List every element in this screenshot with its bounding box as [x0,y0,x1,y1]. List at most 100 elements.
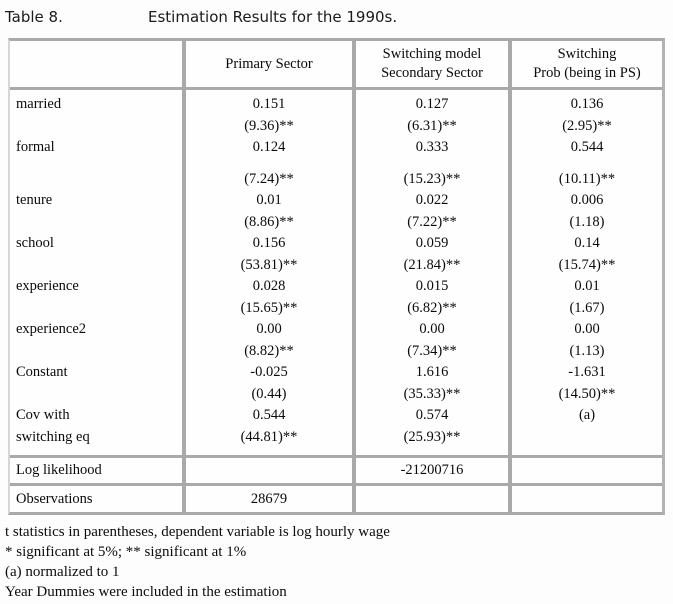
cell-switching-prob: 0.544 [508,137,662,159]
cell-switching-prob: (a) [508,405,662,427]
cell-primary-sector: (9.36)** [182,115,352,137]
cell-switching-prob: (15.74)** [508,254,662,276]
log-likelihood-switching [508,458,662,483]
cell-switching-prob: (14.50)** [508,383,662,405]
log-likelihood-value: -21200716 [352,458,508,483]
footnote-significance: * significant at 5%; ** significant at 1… [5,544,247,560]
header-primary-sector: Primary Sector [182,41,352,87]
row-label: tenure [16,192,53,208]
row-label: married [16,96,62,112]
observations-value: 28679 [182,486,352,512]
cell-primary-sector: (53.81)** [182,254,352,276]
row-label: school [16,235,54,251]
cell-secondary-sector: 0.333 [352,137,508,159]
cell-secondary-sector: 0.059 [352,233,508,255]
cell-secondary-sector: (7.34)** [352,340,508,362]
row-label: formal [16,139,55,155]
table-title: Table 8. Estimation Results for the 1990… [0,0,673,27]
cell-switching-prob: (2.95)** [508,115,662,137]
cell-switching-prob: 0.006 [508,190,662,212]
table-row: Constant -0.025 1.616 -1.631 [10,362,662,384]
cell-secondary-sector: (6.82)** [352,297,508,319]
log-likelihood-primary [182,458,352,483]
cell-secondary-sector: (6.31)** [352,115,508,137]
cell-primary-sector: 0.156 [182,233,352,255]
table-row: formal 0.124 0.333 0.544 [10,137,662,159]
table-row: (7.24)** (15.23)** (10.11)** [10,158,662,191]
observations-switching [508,486,662,512]
cell-primary-sector: (44.81)** [182,426,352,455]
header-empty-cell [10,41,182,87]
row-label [10,255,182,277]
cell-switching-prob: 0.01 [508,276,662,298]
cell-switching-prob: (1.13) [508,340,662,362]
cell-primary-sector: (7.24)** [182,158,352,190]
row-label: Constant [16,364,68,380]
table-row: married 0.151 0.127 0.136 [10,90,662,116]
table-row: (15.65)** (6.82)** (1.67) [10,297,662,320]
cell-primary-sector: (15.65)** [182,297,352,319]
row-label: experience2 [16,321,87,337]
cell-primary-sector: 0.544 [182,405,352,427]
cell-secondary-sector: 0.00 [352,319,508,341]
observations-row: Observations 28679 [10,483,662,512]
footnote-normalized: (a) normalized to 1 [5,564,120,580]
cell-secondary-sector: (25.93)** [352,426,508,455]
row-label [10,341,182,363]
observations-secondary [352,486,508,512]
table-row: experience 0.028 0.015 0.01 [10,276,662,298]
table-body: married 0.151 0.127 0.136 (9.36)** (6.31… [10,90,662,455]
cell-primary-sector: (0.44) [182,383,352,405]
row-label [10,384,182,406]
cell-secondary-sector: (35.33)** [352,383,508,405]
log-likelihood-row: Log likelihood -21200716 [10,455,662,483]
cell-primary-sector: 0.01 [182,190,352,212]
cell-primary-sector: 0.028 [182,276,352,298]
row-label [10,212,182,234]
table-number: Table 8. [5,8,63,26]
cell-switching-prob: 0.136 [508,90,662,116]
cell-secondary-sector: 0.127 [352,90,508,116]
estimation-results-table: Primary Sector Switching model Secondary… [8,38,665,515]
row-label: switching eq [16,428,90,445]
cell-primary-sector: -0.025 [182,362,352,384]
table-row: tenure 0.01 0.022 0.006 [10,190,662,212]
cell-secondary-sector: (21.84)** [352,254,508,276]
table-row: school 0.156 0.059 0.14 [10,233,662,255]
cell-switching-prob: 0.00 [508,319,662,341]
log-likelihood-label: Log likelihood [16,462,102,478]
cell-switching-prob: (10.11)** [508,158,662,190]
table-row: experience2 0.00 0.00 0.00 [10,319,662,341]
table-row: (0.44) (35.33)** (14.50)** [10,383,662,406]
cell-secondary-sector: (15.23)** [352,158,508,190]
table-row: (8.82)** (7.34)** (1.13) [10,340,662,363]
row-label: experience [16,278,79,294]
cell-switching-prob: (1.18) [508,211,662,233]
table-row: (53.81)** (21.84)** (15.74)** [10,254,662,277]
table-footnotes: t statistics in parentheses, dependent v… [5,522,673,602]
table-header-row: Primary Sector Switching model Secondary… [10,41,662,90]
table-row: (9.36)** (6.31)** (2.95)** [10,115,662,137]
row-label [10,159,182,191]
cell-primary-sector: 0.124 [182,137,352,159]
header-secondary-sector: Switching model Secondary Sector [352,41,508,87]
observations-label: Observations [16,491,93,507]
table-row: (8.86)** (7.22)** (1.18) [10,211,662,234]
cell-switching-prob [508,426,662,455]
cell-switching-prob: 0.14 [508,233,662,255]
footnote-tstats: t statistics in parentheses, dependent v… [5,524,390,540]
cell-primary-sector: (8.82)** [182,340,352,362]
table-row: switching eq (44.81)** (25.93)** [10,426,662,455]
header-switching-prob: Switching Prob (being in PS) [508,41,662,87]
cell-secondary-sector: 0.015 [352,276,508,298]
cell-switching-prob: (1.67) [508,297,662,319]
row-label: Cov with [16,407,70,423]
cell-primary-sector: 0.151 [182,90,352,116]
table-row: Cov with 0.544 0.574 (a) [10,405,662,427]
cell-secondary-sector: 1.616 [352,362,508,384]
table-caption: Estimation Results for the 1990s. [148,8,398,26]
row-label [10,298,182,320]
cell-secondary-sector: 0.574 [352,405,508,427]
cell-primary-sector: 0.00 [182,319,352,341]
